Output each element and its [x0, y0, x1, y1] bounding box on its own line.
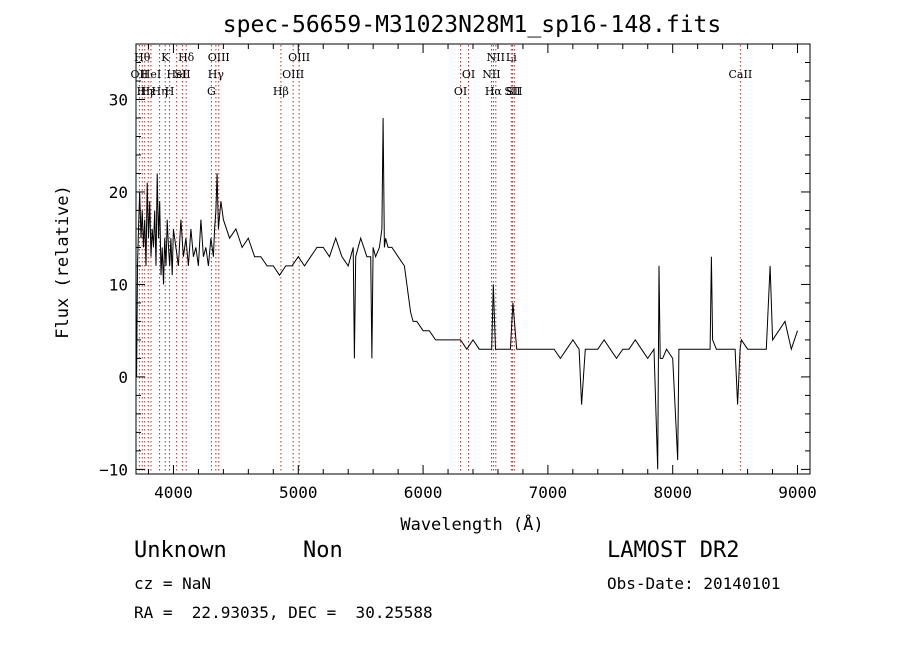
line-marker-label: SII — [506, 85, 522, 98]
y-tick-label: −10 — [99, 460, 128, 479]
line-marker-label: Hγ — [208, 68, 225, 81]
line-marker-label: H — [165, 85, 175, 98]
chart-title: spec-56659-M31023N28M1_sp16-148.fits — [223, 12, 722, 38]
line-marker-label: Hη — [137, 85, 153, 98]
x-tick-label: 4000 — [154, 483, 193, 502]
line-marker-label: Hε — [141, 85, 157, 98]
plot-area — [135, 117, 798, 470]
line-marker-label: OII — [131, 68, 149, 81]
line-marker-label: Hβ — [273, 85, 289, 98]
y-tick-label: 30 — [109, 90, 128, 109]
radec-text: RA = 22.93035, DEC = 30.25588 — [134, 603, 433, 622]
line-marker-label: HeI — [166, 68, 186, 81]
line-marker-label: Li — [506, 51, 517, 64]
line-marker-label: SII — [174, 68, 190, 81]
x-tick-label: 8000 — [653, 483, 692, 502]
line-marker-label: G — [207, 85, 216, 98]
line-marker-label: Hδ — [178, 51, 195, 64]
line-marker-label: Hη — [151, 85, 167, 98]
y-tick-label: 10 — [109, 275, 128, 294]
emission-line-labels: OIIHθHηHεHeIHηKHHeISIIHδGHγOIIIHβOIIIOII… — [131, 51, 753, 98]
x-tick-label: 9000 — [778, 483, 817, 502]
survey-label: LAMOST DR2 — [607, 538, 740, 563]
spectrum-line — [135, 117, 798, 470]
x-tick-label: 7000 — [529, 483, 568, 502]
emission-line-markers — [138, 45, 741, 473]
line-marker-label: NII — [487, 51, 505, 64]
plot-frame — [135, 43, 811, 475]
line-marker-label: OIII — [208, 51, 230, 64]
line-marker-label: OI — [454, 85, 467, 98]
line-marker-label: Hα — [485, 85, 503, 98]
line-marker-label: CaII — [729, 68, 753, 81]
x-tick-label: 6000 — [404, 483, 443, 502]
class-label: Unknown — [134, 538, 227, 563]
line-marker-label: OI — [462, 68, 475, 81]
subclass-label: Non — [303, 538, 343, 563]
cz-text: cz = NaN — [134, 574, 212, 593]
line-marker-label: K — [161, 51, 170, 64]
x-tick-label: 5000 — [279, 483, 318, 502]
y-tick-label: 0 — [118, 368, 128, 387]
line-marker-label: OIII — [282, 68, 304, 81]
line-marker-label: SII — [504, 85, 520, 98]
x-axis-label: Wavelength (Å) — [400, 513, 543, 535]
x-axis: 4000 5000 6000 7000 8000 9000 — [147, 44, 817, 502]
y-axis: −10 0 10 20 30 — [99, 61, 810, 479]
line-marker-label: HeI — [141, 68, 161, 81]
y-axis-label: Flux (relative) — [53, 185, 73, 339]
line-marker-label: OIII — [288, 51, 310, 64]
line-marker-label: Hθ — [134, 51, 151, 64]
line-marker-label: NII — [482, 68, 500, 81]
obs-date: Obs-Date: 20140101 — [607, 574, 781, 593]
y-tick-label: 20 — [109, 183, 128, 202]
